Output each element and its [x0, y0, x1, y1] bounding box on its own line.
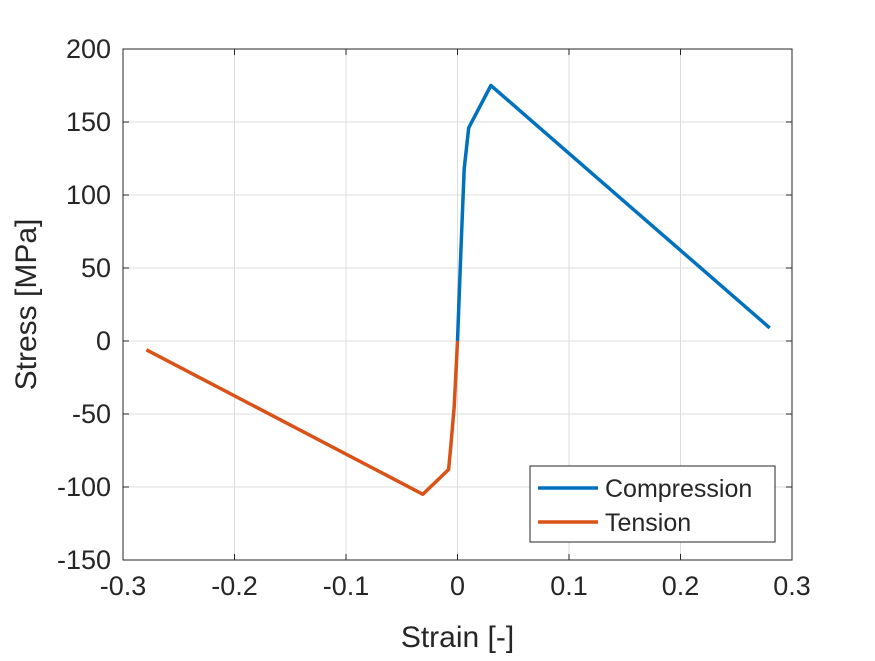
y-tick-label: -100	[57, 472, 111, 502]
y-tick-label: -150	[57, 545, 111, 575]
series-line-tension	[145, 340, 460, 497]
y-tick-label: 50	[81, 253, 111, 283]
x-tick-label: 0	[450, 571, 465, 601]
y-axis-label: Stress [MPa]	[10, 219, 43, 391]
axes-box	[122, 48, 793, 561]
x-tick-label: -0.3	[100, 571, 147, 601]
tick-labels: -0.3 -0.2 -0.1 0 0.1 0.2 0.3 -150 -100 -50 0 50 100 1…	[57, 34, 811, 601]
x-tick-label: 0.2	[662, 571, 700, 601]
y-tick-label: 150	[66, 107, 111, 137]
series-lines	[145, 83, 771, 497]
legend-label: Compression	[605, 475, 752, 503]
x-tick-label: -0.1	[323, 571, 370, 601]
x-tick-label: -0.2	[211, 571, 258, 601]
y-tick-label: 200	[66, 34, 111, 64]
legend-label: Tension	[605, 509, 691, 537]
y-tick-label: 100	[66, 180, 111, 210]
legend-box	[529, 465, 776, 543]
legend: Compression Tension	[529, 465, 776, 543]
y-tick-label: 0	[96, 326, 111, 356]
x-tick-label: 0.3	[773, 571, 811, 601]
x-axis-label: Strain [-]	[401, 621, 514, 654]
y-tick-label: -50	[72, 399, 111, 429]
series-line-compression	[455, 83, 771, 342]
x-tick-label: 0.1	[550, 571, 588, 601]
